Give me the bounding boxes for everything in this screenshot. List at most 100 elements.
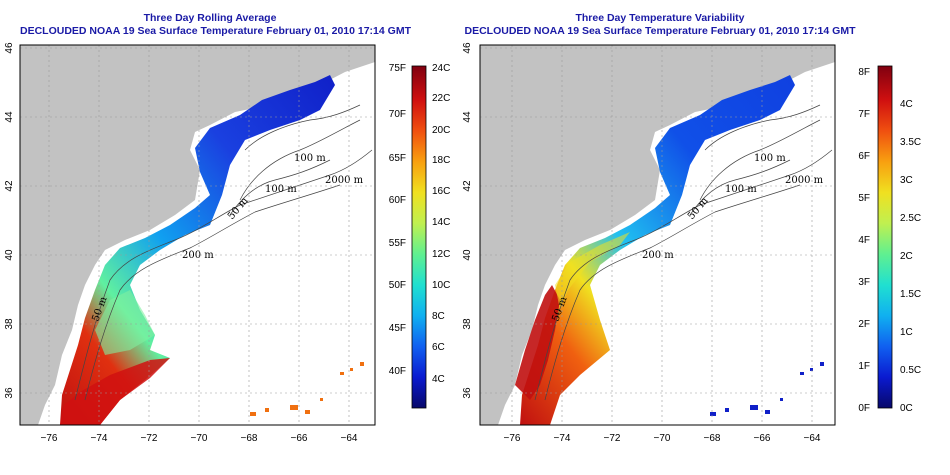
left-lon-tick-label: −70 — [191, 433, 208, 444]
left-title-line: Three Day Rolling Average — [143, 12, 277, 24]
left-isobaths — [74, 104, 373, 401]
left-lat-tick-label: 44 — [4, 111, 15, 123]
left-cb-c-label: 10C — [432, 280, 450, 291]
left-colorbar — [411, 65, 427, 409]
right-cb-c-label: 2.5C — [900, 213, 921, 224]
left-cb-c-label: 6C — [432, 342, 445, 353]
right-lat-tick-label: 46 — [462, 42, 473, 54]
left-cb-c-label: 16C — [432, 186, 450, 197]
left-lon-tick-label: −66 — [291, 433, 308, 444]
left-isobath-label-3: 2000 m — [325, 175, 364, 186]
right-cb-c-label: 2C — [900, 251, 913, 262]
right-lat-tick-label: 40 — [462, 249, 473, 261]
right-cb-c-label: 1C — [900, 327, 913, 338]
right-specks — [710, 362, 824, 416]
left-lon-tick-label: −74 — [91, 433, 108, 444]
right-colorbar — [877, 65, 893, 409]
right-lon-tick-label: −74 — [554, 433, 571, 444]
left-lon-ticks: −76 −74 −72 −70 −68 −66 −64 — [41, 433, 358, 444]
right-lon-ticks: −76 −74 −72 −70 −68 −66 −64 — [504, 433, 821, 444]
left-cb-f-label: 65F — [389, 153, 406, 164]
left-cb-f-label: 40F — [389, 366, 406, 377]
left-lat-tick-label: 46 — [4, 42, 15, 54]
left-lon-tick-label: −68 — [241, 433, 258, 444]
left-lat-ticks: 46 44 42 40 38 36 — [4, 42, 15, 399]
right-high-variability-band — [515, 285, 560, 400]
left-cb-c-label: 14C — [432, 217, 450, 228]
left-map-title: Three Day Rolling Average DECLOUDED NOAA… — [20, 12, 411, 38]
right-lon-tick-label: −68 — [704, 433, 721, 444]
left-cb-f-label: 60F — [389, 195, 406, 206]
right-cb-f-label: 1F — [858, 361, 870, 372]
left-isobath-label-1: 100 m — [294, 153, 326, 164]
right-cb-f-label: 4F — [858, 235, 870, 246]
right-lat-tick-label: 44 — [462, 111, 473, 123]
left-cb-c-label: 18C — [432, 155, 450, 166]
right-cb-f-label: 5F — [858, 193, 870, 204]
left-lat-tick-label: 40 — [4, 249, 15, 261]
right-map-title: Three Day Temperature Variability DECLOU… — [460, 12, 860, 38]
right-cb-c-label: 0C — [900, 403, 913, 414]
right-lon-tick-label: −76 — [504, 433, 521, 444]
left-lat-tick-label: 38 — [4, 318, 15, 330]
right-cb-f-label: 2F — [858, 319, 870, 330]
left-cb-c-label: 4C — [432, 374, 445, 385]
right-map-frame — [479, 44, 836, 426]
left-map-frame — [19, 44, 376, 426]
left-cb-c-label: 20C — [432, 125, 450, 136]
right-isobath-label-5: 200 m — [642, 250, 674, 261]
right-cb-c-label: 3.5C — [900, 137, 921, 148]
right-colorbar-f-labels: 8F 7F 6F 5F 4F 3F 2F 1F 0F — [858, 67, 870, 414]
left-warm-core — [60, 358, 170, 425]
left-cb-f-label: 75F — [389, 63, 406, 74]
left-cb-f-label: 50F — [389, 280, 406, 291]
right-variability-field — [520, 75, 795, 425]
left-colorbar-c-labels: 24C 22C 20C 18C 16C 14C 12C 10C 8C 6C 4C — [432, 63, 450, 385]
right-lon-tick-label: −72 — [604, 433, 621, 444]
left-lon-tick-label: −76 — [41, 433, 58, 444]
left-land — [20, 45, 375, 425]
right-subtitle-line: DECLOUDED NOAA 19 Sea Surface Temperatur… — [464, 25, 856, 37]
left-lon-tick-label: −72 — [141, 433, 158, 444]
right-isobath-label-2: 100 m — [725, 184, 757, 195]
right-lon-tick-label: −64 — [804, 433, 821, 444]
right-isobath-label-3: 2000 m — [785, 175, 824, 186]
left-cb-f-label: 70F — [389, 109, 406, 120]
right-colorbar-c-labels: 4C 3.5C 3C 2.5C 2C 1.5C 1C 0.5C 0C — [900, 99, 921, 414]
left-lon-tick-label: −64 — [341, 433, 358, 444]
right-title-line: Three Day Temperature Variability — [575, 12, 745, 24]
left-cb-f-label: 55F — [389, 238, 406, 249]
right-cb-f-label: 3F — [858, 277, 870, 288]
right-cb-c-label: 4C — [900, 99, 913, 110]
right-isobath-label-1: 100 m — [754, 153, 786, 164]
right-lat-tick-label: 42 — [462, 180, 473, 192]
left-warm-specks — [250, 362, 364, 416]
right-lat-ticks: 46 44 42 40 38 36 — [462, 42, 473, 399]
left-green-patch — [95, 290, 155, 355]
left-cb-c-label: 8C — [432, 311, 445, 322]
left-grid — [20, 45, 375, 425]
right-cb-f-label: 0F — [858, 403, 870, 414]
left-subtitle-line: DECLOUDED NOAA 19 Sea Surface Temperatur… — [20, 25, 411, 37]
right-cb-c-label: 3C — [900, 175, 913, 186]
left-cb-c-label: 22C — [432, 93, 450, 104]
right-lon-tick-label: −70 — [654, 433, 671, 444]
right-lon-tick-label: −66 — [754, 433, 771, 444]
right-lat-tick-label: 36 — [462, 387, 473, 399]
right-cb-f-label: 7F — [858, 109, 870, 120]
left-isobath-label-2: 100 m — [265, 184, 297, 195]
left-map: 100 m 100 m 2000 m 50 m 200 m 50 m — [20, 45, 375, 425]
left-cb-c-label: 12C — [432, 249, 450, 260]
right-map: 100 m 100 m 2000 m 50 m 200 m 50 m — [480, 45, 835, 425]
right-cb-c-label: 0.5C — [900, 365, 921, 376]
left-cb-f-label: 45F — [389, 323, 406, 334]
left-cb-c-label: 24C — [432, 63, 450, 74]
left-lat-tick-label: 42 — [4, 180, 15, 192]
right-cb-f-label: 6F — [858, 151, 870, 162]
left-isobath-label-5: 200 m — [182, 250, 214, 261]
left-lat-tick-label: 36 — [4, 387, 15, 399]
right-land — [480, 45, 835, 425]
right-isobaths — [534, 104, 833, 401]
right-cb-f-label: 8F — [858, 67, 870, 78]
